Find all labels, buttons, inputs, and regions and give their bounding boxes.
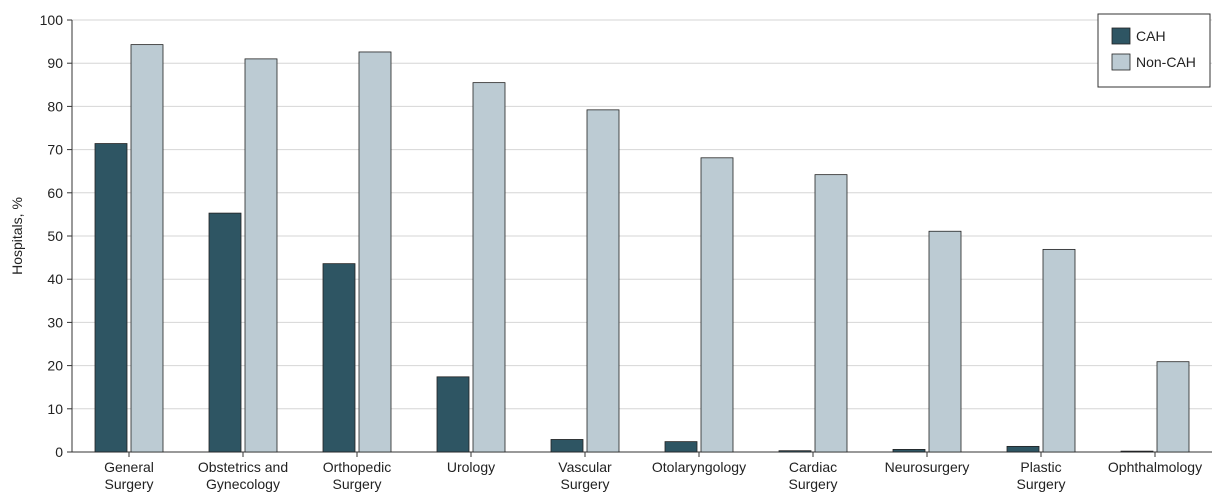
cah-bar <box>778 450 812 453</box>
bars <box>94 44 1190 453</box>
cah-bar <box>436 376 470 453</box>
non-cah-bar <box>130 44 164 453</box>
x-category-label: Vascular Surgery <box>558 459 612 492</box>
y-tick-label: 10 <box>47 401 63 417</box>
cah-bar <box>94 143 128 453</box>
y-tick-label: 0 <box>55 444 63 460</box>
non-cah-bar <box>358 51 392 453</box>
legend-box <box>1097 13 1211 88</box>
non-cah-bar <box>1156 361 1190 453</box>
cah-bar <box>892 449 926 453</box>
legend-swatch <box>1111 53 1131 71</box>
y-tick-label: 50 <box>47 228 63 244</box>
cah-bar <box>322 263 356 453</box>
non-cah-bar <box>472 82 506 453</box>
legend: CAH Non-CAH <box>1097 13 1211 88</box>
y-tick-label: 70 <box>47 142 63 158</box>
x-category-label: Orthopedic Surgery <box>323 459 391 492</box>
y-tick-label: 60 <box>47 185 63 201</box>
legend-swatch <box>1111 27 1131 45</box>
non-cah-bar <box>814 174 848 453</box>
non-cah-bar <box>244 58 278 453</box>
cah-bar <box>1006 445 1040 453</box>
cah-bar <box>550 439 584 453</box>
y-tick-labels: 0 10 20 30 40 50 60 70 80 90 100 <box>40 12 64 460</box>
cah-bar <box>208 212 242 453</box>
legend-label: Non-CAH <box>1136 54 1196 70</box>
non-cah-bar <box>700 157 734 453</box>
y-tick-label: 20 <box>47 358 63 374</box>
x-category-label: Urology <box>447 459 495 475</box>
gridlines <box>72 19 1212 410</box>
x-category-label: Cardiac Surgery <box>788 459 837 492</box>
non-cah-bar <box>1042 248 1076 453</box>
non-cah-bar <box>928 230 962 453</box>
x-category-label: Otolaryngology <box>652 459 746 475</box>
non-cah-bar <box>586 109 620 453</box>
cah-bar <box>664 441 698 453</box>
legend-label: CAH <box>1136 28 1166 44</box>
y-tick-label: 90 <box>47 55 63 71</box>
x-category-label: Neurosurgery <box>885 459 970 475</box>
cah-bar <box>1120 450 1154 453</box>
x-category-label: Ophthalmology <box>1108 459 1202 475</box>
y-tick-label: 80 <box>47 98 63 114</box>
y-tick-label: 100 <box>40 12 64 28</box>
x-category-label: General Surgery <box>104 459 154 492</box>
x-category-labels: General Surgery Obstetrics and Gynecology Or… <box>104 459 1202 492</box>
x-category-label: Obstetrics and Gynecology <box>198 459 288 492</box>
y-tick-label: 40 <box>47 271 63 287</box>
y-axis-title: Hospitals, % <box>9 197 25 275</box>
x-category-label: Plastic Surgery <box>1016 459 1065 492</box>
y-tick-label: 30 <box>47 314 63 330</box>
